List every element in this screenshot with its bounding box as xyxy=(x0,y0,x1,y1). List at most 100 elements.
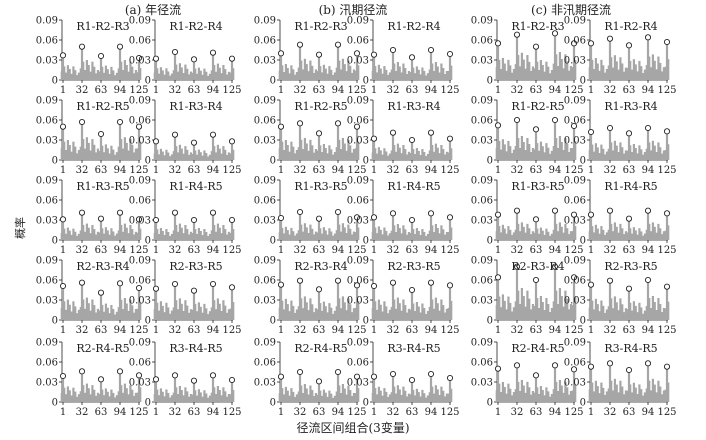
y-tick-label: 0.06 xyxy=(36,36,58,47)
bar xyxy=(96,148,100,160)
bar xyxy=(556,231,560,240)
bar xyxy=(513,77,516,80)
bar xyxy=(131,305,134,320)
bar xyxy=(338,60,341,80)
bar xyxy=(507,226,510,240)
bar xyxy=(229,394,232,402)
bar xyxy=(374,227,377,240)
bar xyxy=(282,394,286,402)
bar xyxy=(203,150,206,160)
x-tick-label: 125 xyxy=(129,165,148,176)
y-tick-label: 0.06 xyxy=(347,358,369,369)
bar xyxy=(229,308,232,320)
x-tick-label: 125 xyxy=(347,165,366,176)
bar xyxy=(64,233,68,240)
bar xyxy=(619,298,622,320)
bar xyxy=(450,300,453,320)
bar xyxy=(199,231,202,240)
bar xyxy=(566,144,569,160)
bar xyxy=(168,313,172,320)
bar xyxy=(330,149,333,160)
bar xyxy=(607,148,610,160)
bar xyxy=(592,309,596,320)
bar xyxy=(335,391,338,402)
bar xyxy=(341,138,345,160)
bar xyxy=(134,392,138,402)
y-tick-label: 0.03 xyxy=(564,378,586,389)
bar xyxy=(518,391,522,402)
bar xyxy=(292,231,295,240)
bar xyxy=(63,387,66,402)
y-tick-label: 0 xyxy=(580,76,586,87)
bar xyxy=(97,399,100,402)
y-tick-label: 0.03 xyxy=(129,216,151,227)
bar xyxy=(501,58,505,80)
bar xyxy=(168,236,172,240)
bar xyxy=(409,233,412,240)
bar xyxy=(167,71,170,80)
panel-label: R1-R2-R3 xyxy=(511,20,564,33)
y-tick-label: 0.06 xyxy=(347,196,369,207)
y-tick-label: 0.03 xyxy=(129,136,151,147)
bar xyxy=(121,148,125,160)
panel-label: R1-R2-R5 xyxy=(511,100,564,113)
bar xyxy=(412,229,415,240)
bar xyxy=(189,309,193,320)
bar xyxy=(567,152,571,160)
bar xyxy=(555,223,558,240)
bar xyxy=(524,232,527,240)
bar xyxy=(431,299,434,320)
panel-label: R1-R3-R4 xyxy=(604,100,657,113)
bar xyxy=(209,317,212,320)
x-tick-label: 32 xyxy=(387,165,400,176)
peak-marker xyxy=(59,372,67,380)
panel-label: R1-R4-R5 xyxy=(387,180,440,193)
bar xyxy=(194,303,197,320)
bar xyxy=(156,389,159,402)
peak-marker xyxy=(513,207,521,214)
bar xyxy=(72,66,75,80)
bar xyxy=(627,218,631,240)
bar xyxy=(154,379,158,402)
bar xyxy=(624,150,628,160)
y-tick-label: 0 xyxy=(52,156,58,167)
y-tick-label: 0.09 xyxy=(471,176,493,187)
bar xyxy=(98,71,101,80)
bar xyxy=(529,309,533,320)
bar xyxy=(317,218,321,240)
peak-marker xyxy=(644,360,652,367)
bar xyxy=(75,235,79,240)
bar xyxy=(531,391,535,402)
bar xyxy=(345,233,348,240)
bar xyxy=(195,234,199,240)
bar xyxy=(529,394,533,402)
peak-marker xyxy=(296,277,304,284)
bar xyxy=(110,304,113,320)
bar xyxy=(610,380,613,402)
bar xyxy=(61,126,65,160)
bar xyxy=(564,381,567,402)
bar xyxy=(438,310,441,320)
bar xyxy=(503,387,506,402)
bar xyxy=(189,394,193,402)
bar xyxy=(503,228,506,240)
bar xyxy=(230,287,234,320)
bar xyxy=(232,302,235,320)
bar xyxy=(298,44,302,80)
bar xyxy=(606,77,609,80)
bar xyxy=(335,147,338,160)
bar xyxy=(98,310,101,320)
bar xyxy=(129,139,132,160)
bar xyxy=(315,77,318,80)
bar xyxy=(326,312,329,320)
bar xyxy=(307,150,310,160)
bar xyxy=(415,302,419,320)
bar xyxy=(315,157,318,160)
peak-marker xyxy=(513,116,521,124)
peak-marker xyxy=(625,130,633,137)
bar xyxy=(74,231,77,240)
bar xyxy=(79,230,82,240)
bar xyxy=(218,67,221,80)
bar xyxy=(136,392,139,402)
